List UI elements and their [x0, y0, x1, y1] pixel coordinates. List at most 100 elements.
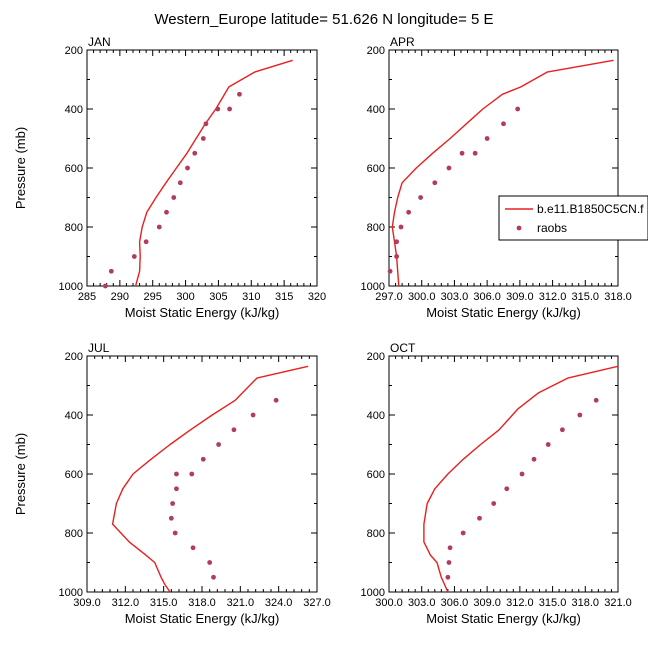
- x-tick-label: 309.0: [506, 291, 534, 303]
- obs-marker: [593, 397, 599, 403]
- obs-marker: [172, 530, 178, 536]
- y-tick-label: 1000: [59, 587, 83, 599]
- obs-marker: [250, 412, 256, 418]
- x-tick-label: 321.0: [604, 597, 632, 609]
- obs-marker: [189, 471, 195, 477]
- obs-marker: [156, 224, 162, 230]
- x-tick-label: 300.0: [375, 597, 403, 609]
- obs-marker: [211, 574, 216, 580]
- panel-jan: JAN 285 290 295 300 305 310 315 320 200 400 600 800 1…: [13, 35, 326, 320]
- obs-marker: [231, 427, 237, 433]
- x-tick-label: 305: [209, 291, 227, 303]
- y-tick-label: 400: [65, 410, 83, 422]
- x-tick-label: 309.0: [73, 597, 101, 609]
- legend-label-obs: raobs: [537, 221, 567, 235]
- y-tick-label: 1000: [361, 587, 385, 599]
- legend-box: [498, 195, 648, 241]
- plot-frame: [388, 355, 619, 593]
- obs-marker: [273, 397, 279, 403]
- obs-marker: [432, 180, 438, 186]
- x-tick-label: 315: [275, 291, 293, 303]
- obs-marker: [394, 254, 400, 259]
- plot-area: [423, 365, 618, 592]
- x-tick-label: 312.0: [539, 291, 567, 303]
- x-tick-label: 295: [144, 291, 162, 303]
- x-tick-label: 309.0: [473, 597, 501, 609]
- plot-frame: [86, 355, 318, 593]
- x-tick-label: 306.0: [441, 597, 469, 609]
- obs-marker: [491, 501, 497, 506]
- x-tick-label: 315.0: [572, 291, 600, 303]
- plot-frame: [86, 49, 318, 287]
- y-tick-label: 400: [367, 410, 385, 422]
- y-tick-label: 200: [367, 45, 385, 57]
- x-axis-label: Moist Static Energy (kJ/kg): [426, 611, 581, 626]
- obs-marker: [460, 530, 466, 536]
- plot-frame: [388, 49, 619, 287]
- model-line-series: [111, 365, 309, 592]
- obs-marker: [215, 106, 221, 112]
- obs-marker: [174, 471, 179, 477]
- x-tick-label: 290: [111, 291, 129, 303]
- obs-marker: [418, 195, 424, 200]
- y-tick-label: 600: [65, 163, 83, 175]
- obs-marker: [170, 501, 176, 506]
- panel-oct: OCT 300.0 303.0 306.0 309.0 312.0 315.0 318.0 32…: [361, 341, 632, 626]
- obs-marker: [237, 91, 242, 97]
- obs-marker: [446, 560, 452, 565]
- y-tick-label: 800: [367, 222, 385, 234]
- x-tick-label: 315.0: [150, 597, 178, 609]
- obs-marker: [394, 239, 400, 245]
- x-axis-label: Moist Static Energy (kJ/kg): [426, 305, 581, 320]
- obs-marker: [559, 427, 565, 433]
- y-tick-label: 800: [65, 222, 83, 234]
- obs-marker: [484, 136, 490, 141]
- obs-marker: [171, 195, 177, 200]
- x-tick-label: 303.0: [408, 597, 436, 609]
- obs-marker: [131, 254, 137, 259]
- obs-marker: [515, 106, 521, 112]
- panel-jul: JUL 309.0 312.0 315.0 318.0 321.0 324.0 327.0 20…: [13, 341, 331, 626]
- figure-title: Western_Europe latitude= 51.626 N longit…: [154, 11, 493, 28]
- obs-marker: [108, 268, 114, 274]
- y-tick-label: 400: [367, 104, 385, 116]
- legend-marker-swatch: [516, 225, 522, 231]
- y-tick-label: 600: [367, 163, 385, 175]
- y-tick-label: 400: [65, 104, 83, 116]
- x-tick-label: 320: [308, 291, 326, 303]
- x-tick-label: 303.0: [441, 291, 469, 303]
- panel-title: APR: [390, 35, 415, 49]
- plot-area: [391, 59, 614, 286]
- x-tick-label: 318.0: [604, 291, 632, 303]
- x-tick-label: 318.0: [188, 597, 216, 609]
- y-tick-label: 800: [65, 528, 83, 540]
- obs-marker: [545, 442, 551, 447]
- obs-marker: [398, 224, 404, 230]
- obs-marker: [472, 150, 478, 156]
- obs-marker: [203, 121, 209, 127]
- x-tick-label: 327.0: [303, 597, 331, 609]
- plot-area: [134, 59, 293, 286]
- obs-marker: [164, 209, 169, 215]
- obs-marker: [103, 283, 108, 289]
- obs-marker: [447, 545, 453, 551]
- y-tick-label: 200: [367, 351, 385, 363]
- y-tick-label: 1000: [361, 281, 385, 293]
- obs-marker: [216, 442, 222, 447]
- obs-marker: [445, 574, 451, 580]
- y-tick-label: 200: [65, 351, 83, 363]
- obs-marker: [501, 121, 506, 127]
- obs-marker: [185, 165, 190, 171]
- x-tick-label: 310: [242, 291, 260, 303]
- obs-marker: [192, 150, 198, 156]
- x-tick-label: 312.0: [112, 597, 140, 609]
- obs-marker: [446, 165, 452, 171]
- x-tick-label: 315.0: [539, 597, 567, 609]
- x-tick-label: 312.0: [506, 597, 534, 609]
- y-tick-label: 1000: [59, 281, 83, 293]
- y-tick-label: 600: [65, 469, 83, 481]
- panel-apr: APR 297.0 300.0 303.0 306.0 309.0 312.0 315.0 31…: [361, 35, 632, 320]
- panel-title: OCT: [390, 341, 416, 355]
- model-line-series: [423, 365, 618, 592]
